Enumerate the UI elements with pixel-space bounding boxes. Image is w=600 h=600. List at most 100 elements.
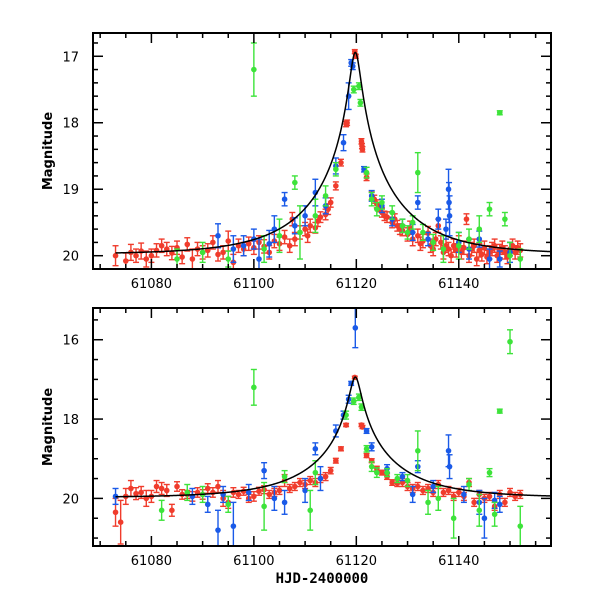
data-point-red: [389, 479, 396, 487]
marker: [446, 213, 453, 219]
data-point-red: [471, 497, 478, 508]
data-point-red: [322, 471, 329, 482]
data-point-green: [476, 493, 483, 527]
marker: [215, 232, 221, 239]
marker: [463, 216, 470, 222]
marker: [425, 499, 431, 506]
top-data-layer: [112, 42, 551, 269]
data-point-blue: [340, 134, 347, 152]
marker: [220, 249, 226, 256]
marker: [230, 523, 237, 529]
marker: [486, 256, 493, 262]
data-point-green: [373, 201, 380, 217]
marker: [368, 463, 375, 470]
data-point-blue: [245, 483, 252, 502]
marker: [189, 256, 196, 262]
marker: [338, 159, 344, 166]
marker: [169, 507, 175, 514]
marker: [443, 226, 449, 232]
data-point-green: [158, 499, 165, 521]
data-point-green: [358, 403, 365, 412]
data-point-red: [235, 489, 242, 500]
marker: [461, 244, 467, 251]
data-point-red: [153, 243, 160, 258]
data-point-red: [343, 422, 350, 428]
marker: [215, 251, 221, 258]
data-point-green: [384, 467, 391, 478]
marker: [486, 206, 493, 212]
x-tick-label: 61080: [131, 277, 172, 292]
data-point-blue: [281, 191, 288, 207]
marker: [276, 487, 283, 494]
marker: [138, 489, 144, 496]
y-tick-label: 20: [62, 492, 79, 507]
data-point-blue: [317, 465, 324, 492]
data-point-red: [143, 489, 150, 508]
marker: [261, 467, 267, 474]
series-green: [174, 42, 524, 269]
marker: [357, 100, 364, 106]
marker: [199, 249, 206, 256]
data-point-red: [440, 487, 447, 498]
data-point-red: [332, 181, 339, 191]
marker: [389, 209, 395, 216]
marker: [304, 232, 311, 239]
marker: [374, 469, 380, 476]
data-point-red: [168, 503, 175, 517]
data-point-red: [327, 197, 334, 208]
data-point-red: [281, 229, 288, 245]
data-point-green: [486, 467, 493, 478]
data-point-red: [184, 237, 191, 252]
data-point-green: [491, 501, 498, 527]
data-point-green: [486, 201, 493, 217]
data-point-blue: [352, 308, 359, 349]
data-point-green: [312, 198, 319, 234]
marker: [359, 146, 366, 153]
data-point-green: [404, 225, 411, 240]
data-point-green: [399, 218, 406, 234]
data-point-green: [368, 461, 375, 473]
x-tick-label: 61120: [336, 554, 377, 569]
marker: [352, 325, 359, 331]
marker: [215, 527, 221, 533]
marker: [251, 66, 257, 73]
marker: [440, 489, 447, 496]
x-tick-label: 61080: [131, 554, 172, 569]
data-point-green: [250, 42, 257, 97]
marker: [409, 491, 416, 498]
marker: [517, 523, 524, 529]
marker: [399, 222, 406, 229]
marker: [245, 489, 252, 496]
marker: [184, 489, 191, 496]
data-point-green: [350, 85, 357, 94]
marker: [476, 226, 483, 232]
marker: [409, 219, 416, 226]
marker: [338, 446, 344, 452]
marker: [245, 240, 252, 247]
marker: [491, 511, 498, 518]
data-point-red: [448, 248, 455, 264]
model-curve: [115, 376, 551, 498]
marker: [133, 252, 139, 259]
data-point-green: [517, 248, 524, 269]
data-point-blue: [266, 229, 273, 258]
bottom-panel: 61080 61100 61120 61140 16 18 20 Magnitude HJD…: [41, 307, 552, 587]
data-point-blue: [435, 208, 442, 230]
data-point-red: [286, 483, 293, 494]
data-point-red: [419, 485, 426, 496]
data-point-green: [476, 215, 483, 244]
marker: [461, 491, 467, 498]
y-tick-label: 18: [62, 117, 79, 132]
marker: [327, 467, 334, 474]
marker: [409, 229, 416, 236]
data-point-green: [501, 211, 508, 227]
marker: [415, 199, 421, 206]
data-point-green: [225, 495, 232, 513]
marker: [307, 507, 314, 514]
marker: [112, 252, 119, 259]
marker: [379, 469, 385, 476]
marker: [153, 483, 160, 490]
data-point-green: [435, 485, 442, 511]
marker: [271, 495, 278, 502]
